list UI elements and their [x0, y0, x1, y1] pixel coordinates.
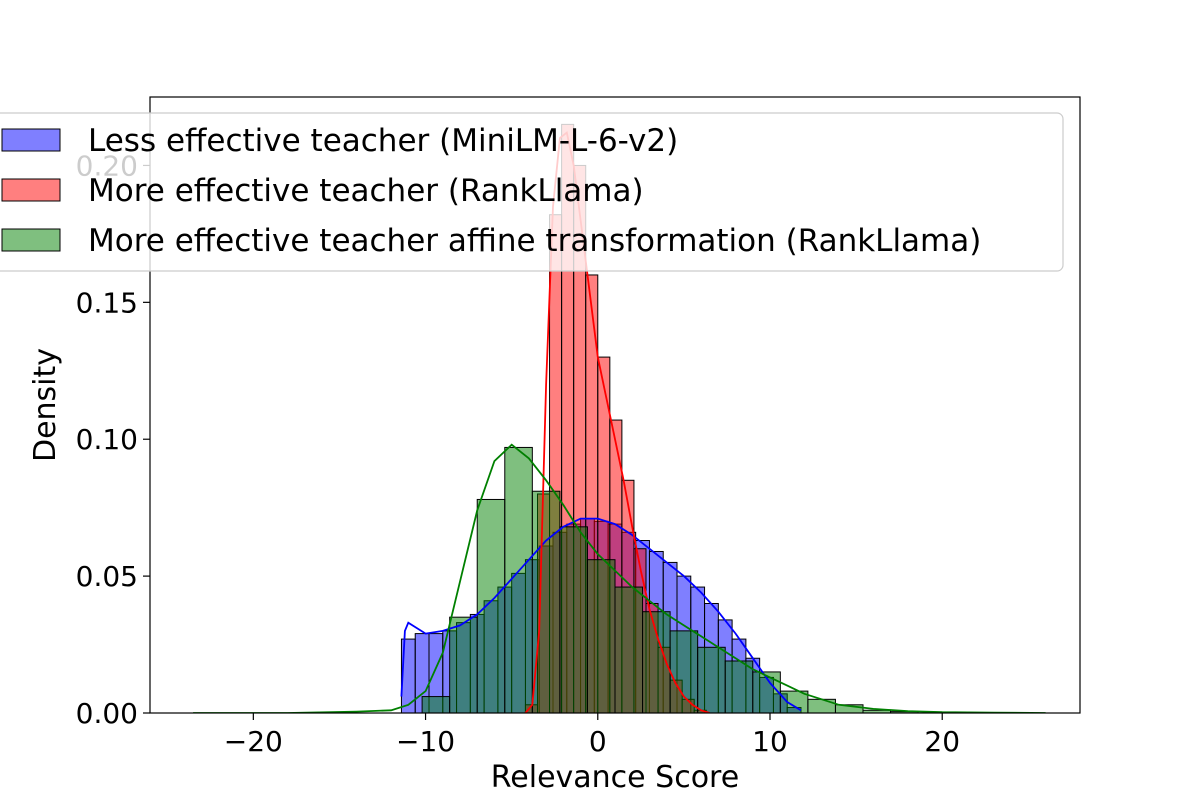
y-tick-label: 0.15 — [76, 286, 138, 319]
legend-swatch-0 — [1, 128, 61, 152]
bar-s2-2 — [476, 498, 506, 713]
bar-s2-3 — [504, 446, 533, 713]
legend-swatch-2 — [1, 228, 61, 252]
y-tick-label: 0.10 — [76, 423, 138, 456]
y-tick-label: 0.00 — [76, 697, 138, 730]
bar-s2-14 — [807, 698, 836, 713]
bar-s2-9 — [669, 630, 699, 713]
bar-s2-15 — [834, 704, 864, 713]
bar-s2-1 — [449, 616, 478, 713]
legend-label-0: Less effective teacher (MiniLM-L-6-v2) — [88, 123, 678, 159]
bar-s2-7 — [614, 586, 644, 713]
bar-s2-5 — [559, 526, 588, 713]
y-axis-ticks: 0.000.050.100.150.20 — [76, 149, 150, 730]
legend-swatch-1 — [1, 178, 61, 202]
bar-s2-10 — [697, 646, 726, 713]
bar-s2-4 — [531, 490, 561, 713]
kde-line-s2 — [193, 443, 1046, 713]
x-tick-label: 0 — [589, 725, 607, 758]
bar-s2-6 — [586, 559, 616, 713]
x-axis-label: Relevance Score — [491, 760, 739, 795]
legend: Less effective teacher (MiniLM-L-6-v2) Mo… — [0, 112, 1064, 272]
plot-frame — [149, 96, 1081, 714]
legend-box — [0, 112, 1064, 272]
legend-label-1: More effective teacher (RankLlama) — [88, 173, 644, 209]
x-tick-label: 10 — [752, 725, 788, 758]
x-tick-label: 20 — [924, 725, 960, 758]
bar-s2-11 — [724, 660, 754, 713]
x-tick-label: −20 — [224, 725, 283, 758]
bar-s2-0 — [421, 696, 451, 713]
x-axis-ticks: −20 −10 0 10 20 — [224, 713, 960, 758]
y-axis-label: Density — [28, 348, 63, 462]
y-tick-label: 0.05 — [76, 560, 138, 593]
kde-line-s0 — [400, 517, 802, 712]
x-tick-label: −10 — [396, 725, 455, 758]
legend-label-2: More effective teacher affine transforma… — [88, 223, 981, 259]
